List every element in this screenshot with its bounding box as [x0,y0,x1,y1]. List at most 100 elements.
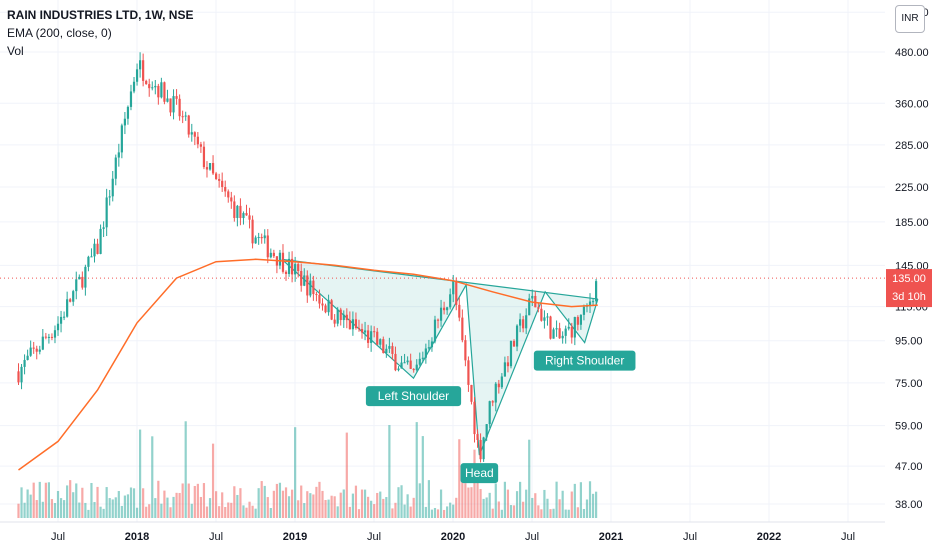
volume-bar [275,483,278,518]
volume-legend[interactable]: Vol [7,44,24,58]
time-axis[interactable]: Jul 2018 Jul 2019 Jul 2020 Jul 2021 Jul 2022 Jul [0,521,885,543]
volume-bar [573,483,576,518]
volume-bar [17,503,20,518]
candle-body [184,115,187,117]
candle-body [93,243,96,257]
candle-body [181,116,184,118]
candle-body [588,301,592,306]
candle-body [467,360,470,385]
candle-body [382,339,385,353]
volume-bar [166,497,169,518]
candle-body [525,315,528,329]
candle-body [436,319,440,321]
volume-bar [595,491,598,518]
volume-bar [567,509,570,518]
x-tick-label: 2020 [441,531,465,543]
volume-bar [263,485,266,518]
candle-body [160,82,163,98]
candle-body [385,348,388,353]
volume-bar [175,492,178,518]
candle-body [123,118,126,126]
volume-bar [400,485,403,518]
volume-bar [579,482,582,518]
annotation-box [365,386,462,407]
candle-body [169,98,172,113]
candle-body [157,85,160,98]
candle-body [306,275,309,296]
volume-bar [412,497,415,518]
candle-body [211,163,215,174]
candle-body [537,307,540,309]
price-axis[interactable]: 600.00480.00360.00285.00225.00185.00145.… [895,7,929,511]
chart-legend: RAIN INDUSTRIES LTD, 1W, NSE EMA (200, c… [7,6,193,60]
volume-bar [66,485,69,518]
volume-bar [239,488,242,518]
candle-body [193,132,196,137]
volume-bar [123,495,126,518]
candle-body [312,280,315,295]
volume-bar [427,480,430,518]
volume-bar [23,502,26,518]
volume-bar [500,509,503,518]
currency-button[interactable]: INR [895,5,925,33]
volume-bar [370,500,373,518]
candle-body [108,196,111,198]
volume-bar [351,493,354,518]
x-tick-label: Jul [683,531,697,543]
candle-body [324,305,327,313]
candle-body [464,340,467,361]
volume-bar [506,489,510,518]
volume-bar [397,487,400,518]
volume-bar [509,505,513,518]
candle-body [245,213,248,216]
volume-bar [339,492,342,518]
volume-bar [102,508,105,518]
candle-body [552,329,555,339]
candle-body [148,84,151,89]
volume-bars [17,421,598,518]
volume-bar [342,489,345,518]
volume-bar [148,504,151,518]
volume-bar [242,505,245,518]
volume-bar [327,499,330,518]
volume-bar [543,489,546,518]
volume-bar [315,486,318,518]
candle-body [236,205,239,218]
volume-bar [379,491,382,518]
candle-body [72,291,75,302]
volume-bar [561,490,564,518]
candle-body [309,280,312,296]
volume-bar [537,505,540,518]
ema-legend[interactable]: EMA (200, close, 0) [7,26,112,40]
volume-bar [464,483,467,518]
volume-bar [135,507,139,518]
candle-body [145,80,148,85]
candle-body [50,336,54,338]
candle-body [473,401,476,435]
candle-body [63,316,66,318]
volume-bar [528,439,531,518]
volume-bar [488,492,491,518]
volume-bar [312,494,315,518]
symbol-title[interactable]: RAIN INDUSTRIES LTD, 1W, NSE [7,8,194,22]
candle-body [512,341,516,347]
candlestick-series [17,52,598,463]
pattern-fill [281,259,598,456]
candle-body [330,300,333,320]
volume-bar [169,507,172,518]
candle-body [105,197,108,228]
candle-body [418,358,421,365]
candle-body [281,252,285,272]
candle-body [458,304,461,318]
volume-bar [190,503,193,518]
candle-body [424,348,427,358]
candle-body [242,213,245,219]
volume-bar [269,508,272,518]
candle-body [558,328,561,339]
candle-body [461,317,464,341]
volume-bar [221,492,224,518]
volume-bar [491,508,494,518]
candle-body [23,359,26,367]
candle-body [500,376,503,388]
